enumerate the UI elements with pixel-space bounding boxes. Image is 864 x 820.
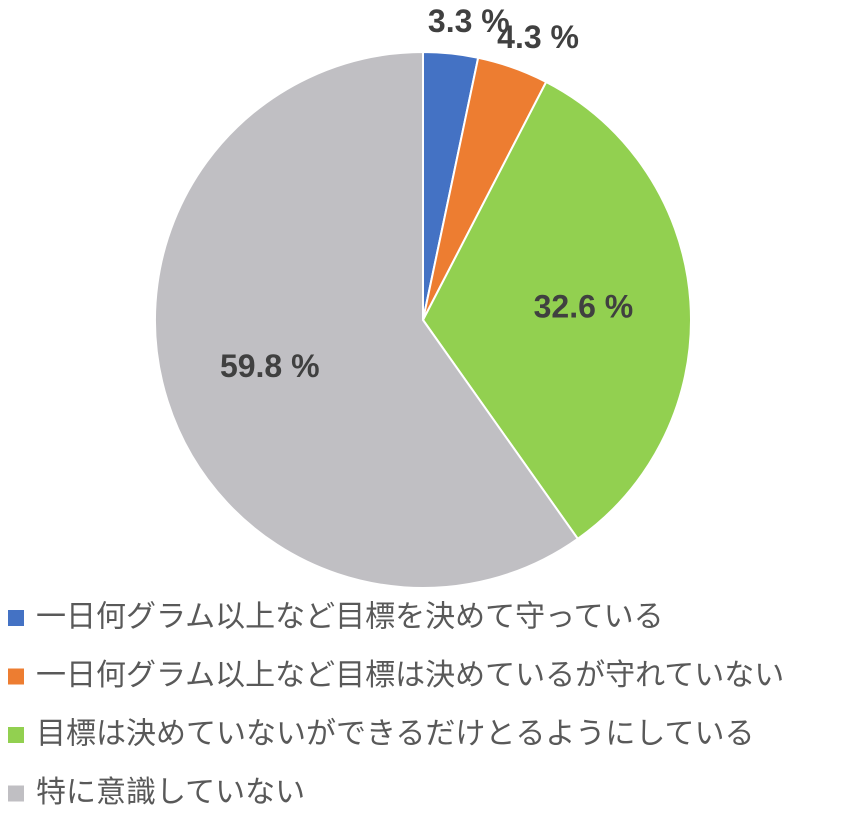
legend-label: 一日何グラム以上など目標は決めているが守れていない: [36, 658, 784, 693]
legend-swatch: [8, 785, 24, 802]
value-label: 59.8 %: [220, 348, 320, 384]
pie-slice: [154, 50, 580, 589]
legend-label: 目標は決めていないができるだけとるようにしている: [36, 717, 755, 752]
legend-swatch: [8, 668, 24, 685]
pie-slice: [421, 80, 692, 541]
value-label: 32.6 %: [534, 288, 634, 324]
legend-swatch: [8, 610, 24, 626]
value-label: 4.3 %: [497, 19, 579, 55]
value-label: 3.3 %: [428, 3, 510, 39]
legend-label: 一日何グラム以上など目標を決めて守っている: [36, 600, 664, 635]
legend-swatch: [8, 727, 24, 743]
legend-label: 特に意識していない: [36, 775, 305, 810]
